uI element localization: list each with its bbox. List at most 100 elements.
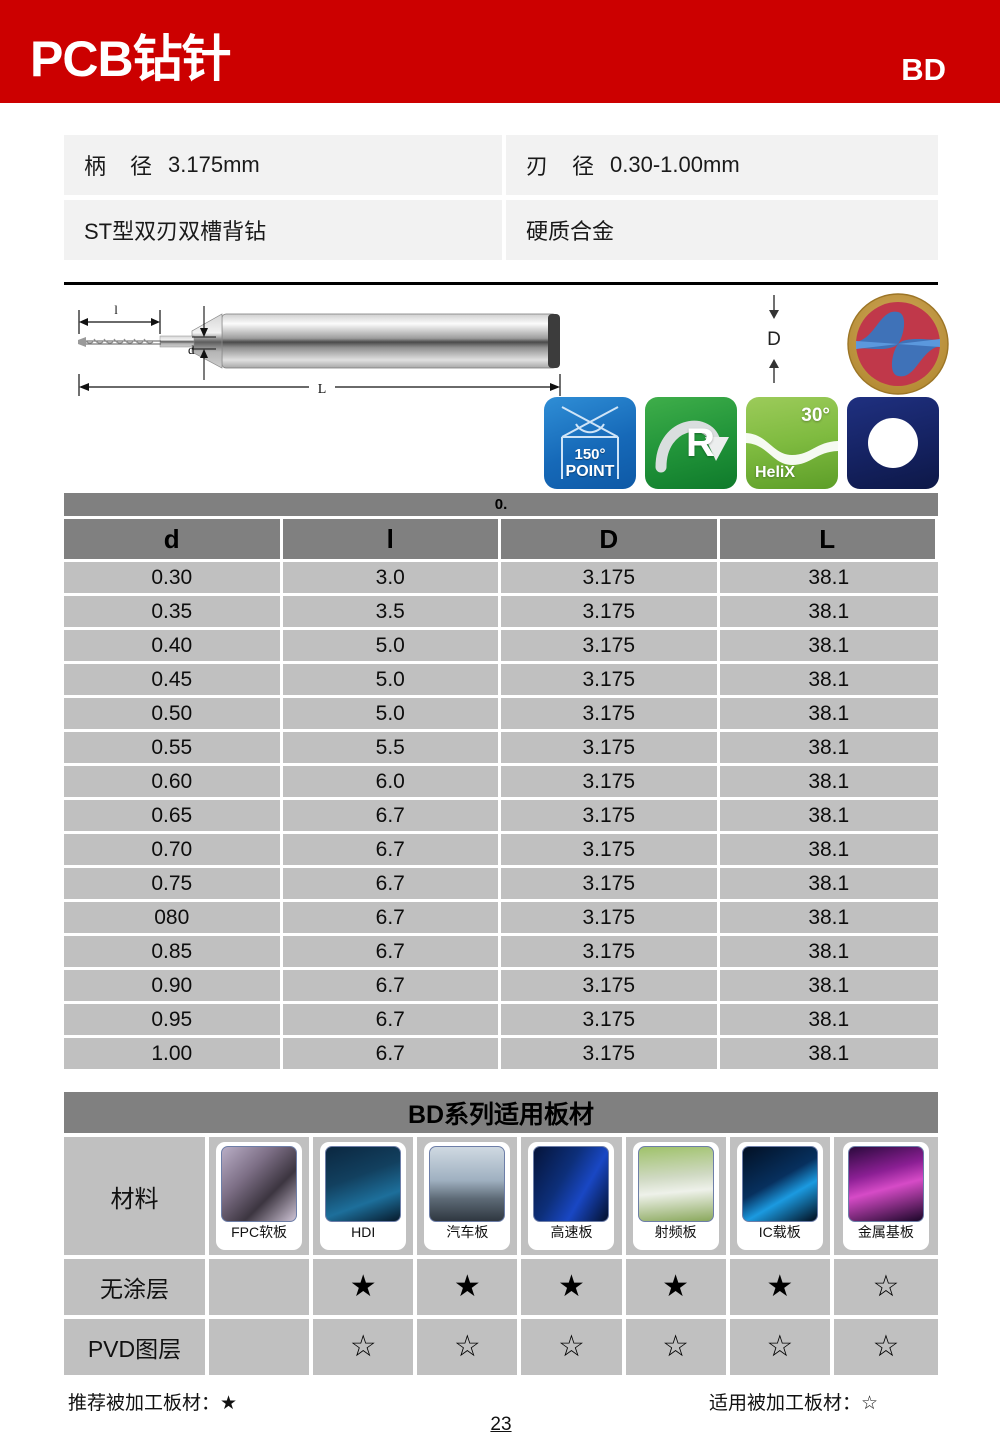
rf-board-thumbnail (637, 1146, 714, 1222)
star-hollow-icon: ☆ (349, 1330, 377, 1363)
helix-label: HeliX (755, 464, 796, 481)
star-hollow-icon: ☆ (558, 1330, 585, 1363)
dimension-cell: 6.7 (282, 868, 501, 902)
dimension-cell: 3.175 (501, 1038, 720, 1072)
material-tile: 汽车板 (424, 1142, 511, 1250)
helix-wave-icon (746, 433, 838, 465)
dimension-cell: 3.175 (501, 596, 720, 630)
rating-label-text: 无涂层 (100, 1276, 169, 1302)
page-title: PCB钻针 (30, 31, 232, 87)
cross-section-icon (847, 293, 949, 395)
circle-hole-icon (868, 418, 918, 468)
dimension-cell: 5.5 (282, 732, 501, 766)
dimension-cell: 3.175 (501, 800, 720, 834)
dimension-grid: d l D L 0.30 3.0 3.175 38.1 0.35 3.5 3.175 38.1 0.40… (64, 519, 938, 1072)
dimension-cell: 38.1 (719, 800, 938, 834)
material-cell-automotive-board: 汽车板 (417, 1137, 522, 1259)
dimension-header-l: l (282, 519, 501, 562)
star-hollow-icon: ☆ (872, 1270, 900, 1303)
rating-row-uncoated: 无涂层 ★ ★ ★ ★ ★ ☆ (64, 1259, 938, 1319)
dimension-cell: 3.175 (501, 664, 720, 698)
dimension-cell: 6.7 (282, 902, 501, 936)
dimension-cell: 1.00 (64, 1038, 283, 1072)
dimension-header-d: d (64, 519, 283, 562)
dimension-cell: 0.85 (64, 936, 283, 970)
dimension-cell: 3.175 (501, 698, 720, 732)
d-label: D (767, 328, 781, 350)
svg-text:l: l (114, 302, 118, 317)
dimension-header-L: L (719, 519, 938, 562)
material-name: FPC软板 (231, 1224, 288, 1240)
star-filled-icon: ★ (349, 1270, 377, 1303)
point-angle-icon (561, 406, 619, 479)
dimension-cell: 6.7 (282, 1038, 501, 1072)
page-footer: 推荐被加工板材：★ 适用被加工板材：☆ 23 (64, 1388, 938, 1435)
material-name: 金属基板 (857, 1224, 914, 1240)
dimension-cell: 3.175 (501, 936, 720, 970)
dimension-cell: 0.75 (64, 868, 283, 902)
dimension-cell: 6.7 (282, 936, 501, 970)
arrow-up-icon (769, 359, 779, 383)
rating-row-pvd: PVD图层 ☆ ☆ ☆ ☆ ☆ ☆ (64, 1319, 938, 1379)
high-speed-board-thumbnail (533, 1146, 610, 1222)
star-filled-icon: ★ (453, 1270, 481, 1303)
material-name: HDI (351, 1224, 376, 1240)
point-angle-label: POINT (565, 463, 615, 481)
arrow-down-icon (769, 295, 779, 319)
spec-boxes: 柄 径 3.175mm 刃 径 0.30-1.00mm ST型双刃双槽背钻 硬质… (64, 135, 938, 260)
dimension-cell: 3.175 (501, 732, 720, 766)
rating-cell: ☆ (833, 1319, 938, 1379)
rating-cell: ★ (417, 1259, 522, 1319)
dimension-cell: 0.60 (64, 766, 283, 800)
material-name: 高速板 (550, 1224, 593, 1240)
spec-type-text: ST型双刃双槽背钻 (84, 219, 267, 244)
fpc-flexible-board-thumbnail (221, 1146, 298, 1222)
rating-cell (209, 1259, 314, 1319)
rating-cell: ★ (521, 1259, 626, 1319)
svg-text:d: d (188, 342, 195, 357)
d-dimension-marker: D (754, 294, 794, 384)
legend-applicable: 适用被加工板材：☆ (708, 1393, 878, 1414)
r-glyph: R (686, 421, 715, 465)
spec-label-shank: 柄 (84, 154, 109, 179)
material-band-title: BD系列适用板材 (64, 1092, 938, 1137)
dimension-cell: 0.90 (64, 970, 283, 1004)
dimension-cell: 38.1 (719, 970, 938, 1004)
spec-shank-diameter: 柄 径 3.175mm (64, 135, 502, 195)
material-name: IC载板 (758, 1224, 801, 1240)
dimension-cell: 38.1 (719, 936, 938, 970)
spec-value-flute: 0.30-1.00mm (610, 152, 740, 177)
curved-arrow-icon (655, 420, 729, 473)
spec-label-shank-2: 径 (130, 154, 155, 179)
rating-cell: ★ (729, 1259, 834, 1319)
dimension-cell: 6.7 (282, 1004, 501, 1038)
dimension-cell: 3.0 (282, 562, 501, 596)
material-cell-metal-substrate: 金属基板 (833, 1137, 938, 1259)
dimension-table: 0. d l D L 0.30 3.0 3.175 38.1 0.35 3.5 3.175 38.1 0… (64, 493, 938, 1072)
star-hollow-icon: ☆ (453, 1330, 481, 1363)
star-filled-icon: ★ (662, 1270, 690, 1303)
rating-cell: ☆ (833, 1259, 938, 1319)
helix-angle-value: 30° (801, 405, 830, 426)
dimension-cell: 38.1 (719, 596, 938, 630)
dimension-cell: 38.1 (719, 664, 938, 698)
dimension-cell: 0.95 (64, 1004, 283, 1038)
rating-cell: ☆ (729, 1319, 834, 1379)
dimension-cell: 3.175 (501, 902, 720, 936)
dimension-cell: 3.175 (501, 970, 720, 1004)
dimension-cell: 080 (64, 902, 283, 936)
legend-recommended: 推荐被加工板材：★ (68, 1393, 238, 1414)
dimension-cell: 6.7 (282, 970, 501, 1004)
rating-row-label: 无涂层 (64, 1259, 209, 1319)
dimension-cell: 3.175 (501, 766, 720, 800)
dimension-cell: 38.1 (719, 834, 938, 868)
metal-substrate-thumbnail (847, 1146, 924, 1222)
material-tile: 高速板 (528, 1142, 615, 1250)
rating-cell: ☆ (625, 1319, 730, 1379)
technical-drawing: l d L (64, 282, 949, 492)
dimension-cell: 0.50 (64, 698, 283, 732)
dimension-header-D: D (501, 519, 720, 562)
material-row-label: 材料 (64, 1137, 209, 1259)
dimension-table-band: 0. (64, 493, 938, 519)
material-cell-rf-board: 射频板 (625, 1137, 730, 1259)
